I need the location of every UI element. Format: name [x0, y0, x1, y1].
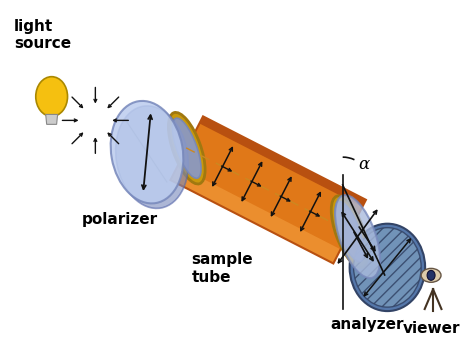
Text: α: α [358, 156, 370, 173]
Polygon shape [171, 166, 341, 263]
Ellipse shape [421, 268, 441, 282]
Ellipse shape [116, 106, 188, 208]
Ellipse shape [354, 228, 421, 307]
Ellipse shape [331, 196, 368, 267]
Ellipse shape [427, 271, 435, 280]
Polygon shape [60, 84, 131, 156]
Polygon shape [171, 116, 366, 263]
Text: light
source: light source [14, 19, 71, 51]
Text: sample
tube: sample tube [191, 252, 253, 285]
Ellipse shape [335, 202, 364, 262]
Ellipse shape [335, 195, 380, 278]
Text: polarizer: polarizer [82, 212, 157, 227]
Polygon shape [46, 114, 58, 124]
Polygon shape [200, 116, 366, 207]
Ellipse shape [168, 113, 205, 184]
Ellipse shape [110, 101, 183, 203]
Ellipse shape [36, 77, 67, 116]
Ellipse shape [350, 224, 425, 311]
Text: viewer: viewer [402, 321, 460, 336]
Text: analyzer: analyzer [331, 317, 404, 332]
Ellipse shape [173, 118, 201, 178]
